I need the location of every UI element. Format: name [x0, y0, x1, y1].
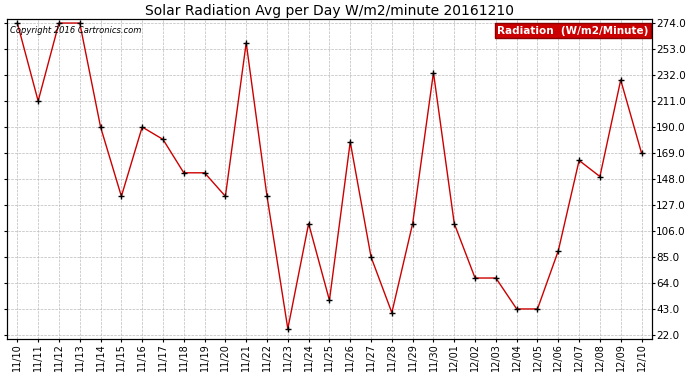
Text: Radiation  (W/m2/Minute): Radiation (W/m2/Minute) [497, 26, 649, 36]
Text: Copyright 2016 Cartronics.com: Copyright 2016 Cartronics.com [10, 26, 141, 35]
Title: Solar Radiation Avg per Day W/m2/minute 20161210: Solar Radiation Avg per Day W/m2/minute … [145, 4, 514, 18]
